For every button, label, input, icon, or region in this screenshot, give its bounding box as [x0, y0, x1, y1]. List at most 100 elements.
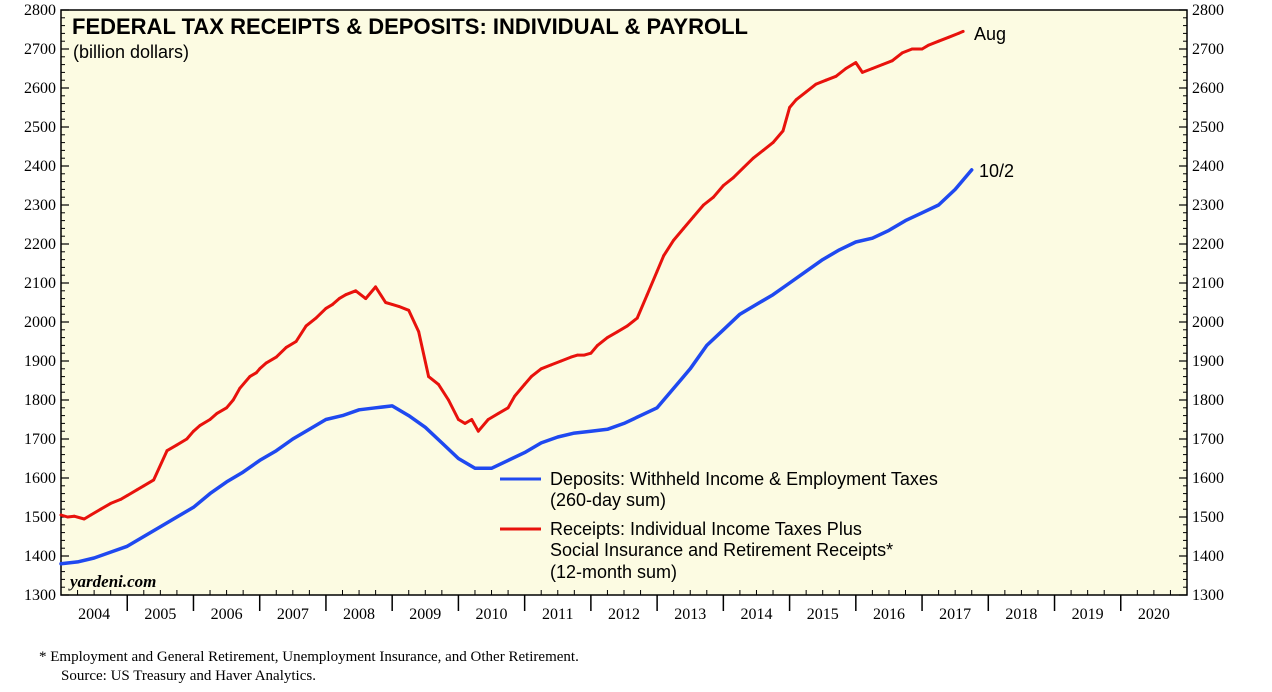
receipts-point [125, 494, 129, 497]
y-tick-label-left: 2700 [24, 41, 56, 58]
series-lines [59, 29, 974, 566]
deposits-point [341, 414, 344, 417]
receipts-point [119, 498, 122, 501]
deposits-point [755, 303, 758, 306]
deposits-point [688, 367, 692, 371]
x-tick-label: 2011 [542, 606, 573, 623]
deposits-point [606, 427, 609, 431]
receipts-point [927, 43, 931, 47]
x-tick-label: 2008 [343, 606, 375, 623]
y-tick-label-left: 2600 [24, 80, 56, 97]
deposits-point [308, 427, 311, 431]
x-tick-label: 2016 [873, 606, 905, 623]
receipts-point [854, 61, 858, 64]
legend-receipts-line3: (12-month sum) [550, 562, 677, 582]
deposits-point [258, 459, 262, 462]
y-tick-label-right: 1900 [1192, 353, 1224, 370]
y-tick-label-left: 2300 [24, 197, 56, 214]
receipts-point [682, 227, 685, 230]
deposits-end-label: 10/2 [979, 161, 1014, 181]
deposits-point [274, 449, 278, 453]
y-tick-label-right: 2100 [1192, 275, 1224, 292]
receipts-point [880, 63, 884, 66]
receipts-point [814, 82, 818, 86]
y-tick-label-right: 2800 [1192, 2, 1224, 19]
deposits-point [854, 240, 858, 244]
receipts-point [635, 316, 639, 320]
receipts-point [248, 375, 252, 378]
receipts-point [208, 418, 212, 421]
deposits-point [159, 525, 162, 529]
receipts-point [596, 344, 599, 347]
receipts-point [961, 30, 965, 33]
receipts-point [337, 297, 341, 300]
receipts-point [751, 156, 755, 160]
receipts-point [513, 394, 517, 398]
receipts-point [569, 355, 573, 359]
deposits-point [225, 480, 229, 484]
deposits-point [937, 203, 940, 207]
receipts-point [486, 418, 490, 421]
receipts-point [794, 98, 798, 102]
receipts-point [152, 478, 156, 482]
y-tick-label-left: 1800 [24, 392, 56, 409]
deposits-point [324, 418, 328, 421]
receipts-point [109, 502, 113, 505]
deposits-point [423, 425, 427, 429]
receipts-point [238, 386, 242, 390]
receipts-point [761, 149, 765, 152]
receipts-point [225, 406, 229, 410]
receipts-point [871, 67, 874, 70]
deposits-point [59, 562, 63, 566]
receipts-point [672, 238, 676, 242]
receipts-point [437, 383, 440, 386]
deposits-point [622, 422, 626, 425]
receipts-point [589, 351, 593, 355]
deposits-point [589, 429, 593, 433]
y-tick-label-right: 1400 [1192, 548, 1224, 565]
receipts-point [82, 517, 86, 521]
deposits-point [109, 550, 113, 554]
receipts-point [66, 515, 69, 519]
y-tick-label-left: 2100 [24, 275, 56, 292]
x-tick-label: 2018 [1005, 606, 1037, 623]
deposits-point [722, 328, 725, 332]
x-tick-label: 2020 [1138, 606, 1170, 623]
deposits-point [871, 236, 874, 240]
receipts-point [549, 363, 553, 367]
receipts-point [834, 74, 838, 78]
receipts-point [284, 346, 288, 349]
receipts-point [582, 353, 586, 357]
receipts-point [354, 289, 358, 293]
x-tick-label: 2007 [277, 606, 309, 623]
receipts-point [374, 285, 377, 289]
deposits-point [887, 229, 891, 232]
receipts-point [937, 39, 940, 43]
deposits-point [556, 435, 560, 439]
deposits-point [76, 560, 79, 564]
receipts-point [722, 184, 725, 187]
receipts-point [900, 51, 904, 55]
deposits-point [175, 515, 179, 519]
deposits-point [953, 188, 957, 191]
deposits-point [125, 544, 129, 548]
receipts-point [264, 361, 268, 365]
x-axis: 2004 2005 2006 2007 2008 2009 2010 2011 2012 2013… [77, 590, 1171, 623]
receipts-point [417, 330, 421, 334]
minor-ticks [61, 17, 1187, 588]
x-tick-label: 2013 [674, 606, 706, 623]
deposits-point [672, 386, 676, 390]
deposits-point [92, 556, 96, 560]
receipts-point [576, 353, 579, 357]
legend-receipts-line1: Receipts: Individual Income Taxes Plus [550, 519, 862, 539]
x-tick-label: 2012 [608, 606, 640, 623]
receipts-point [957, 32, 960, 35]
deposits-line [59, 168, 974, 566]
receipts-point [142, 484, 146, 488]
receipts-point [390, 303, 394, 306]
receipts-point [625, 324, 629, 328]
deposits-point [192, 505, 195, 509]
deposits-point [788, 281, 791, 285]
receipts-point [947, 35, 950, 39]
